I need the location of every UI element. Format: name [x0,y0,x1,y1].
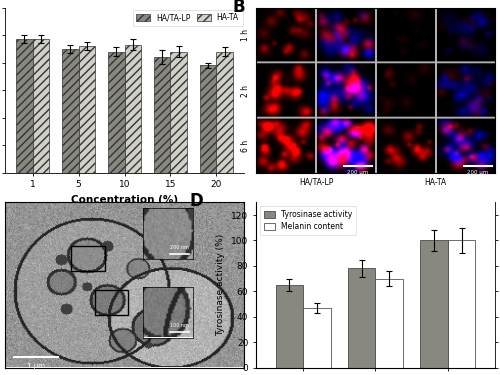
Text: 1 h: 1 h [242,30,250,42]
Text: B: B [232,0,244,16]
Legend: HA/TA-LP, HA-TA: HA/TA-LP, HA-TA [132,10,242,26]
Text: D: D [189,192,203,210]
Text: 1 μm: 1 μm [27,363,45,369]
Text: HA/TA-LP: HA/TA-LP [299,178,334,187]
Bar [16,39,32,173]
Bar [154,57,170,172]
Bar [348,268,376,368]
Bar [216,51,233,172]
Text: 2 h: 2 h [242,84,250,96]
Bar [200,65,216,172]
Bar [303,308,330,368]
Y-axis label: Tyrosinase activity (%): Tyrosinase activity (%) [216,234,226,336]
Bar [376,279,403,368]
Text: 200 μm: 200 μm [467,170,488,176]
Bar [124,45,141,172]
Text: 200 nm: 200 nm [170,244,188,250]
Bar [78,46,95,172]
Bar [95,290,128,315]
X-axis label: Concentration (%): Concentration (%) [71,195,178,205]
Bar [70,246,105,271]
Bar [108,51,124,172]
Text: 6 h: 6 h [242,140,250,152]
Bar [62,49,78,172]
Bar [170,51,187,172]
Text: 100 nm: 100 nm [170,323,188,328]
Legend: Tyrosinase activity, Melanin content: Tyrosinase activity, Melanin content [260,206,356,235]
Bar [32,39,49,173]
Bar [448,240,475,368]
Bar [420,240,448,368]
Text: 200 μm: 200 μm [348,170,368,176]
Bar [276,285,303,368]
Text: HA-TA: HA-TA [424,178,447,187]
